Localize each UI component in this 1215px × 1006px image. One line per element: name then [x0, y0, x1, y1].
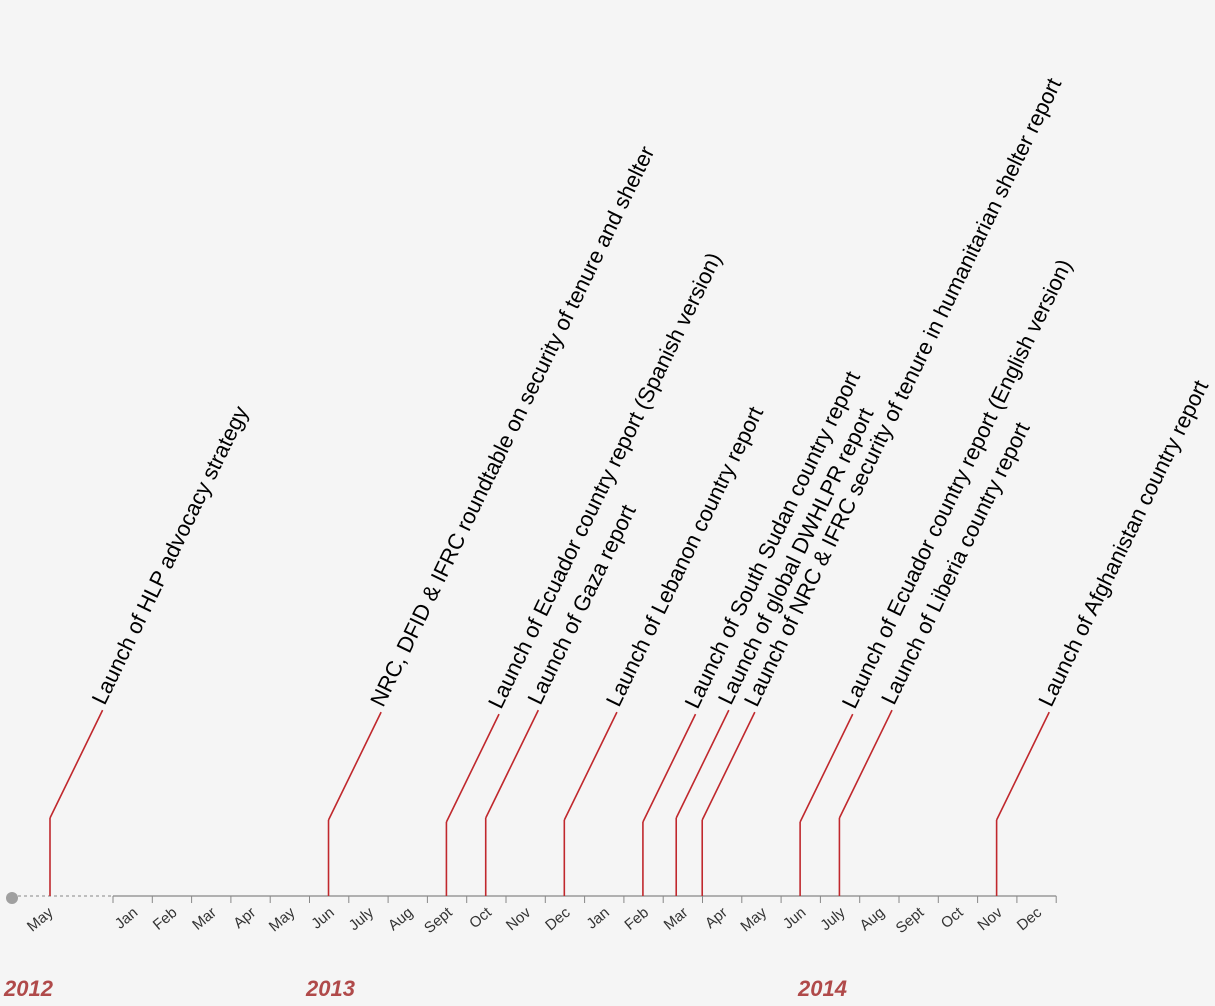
month-label: July [346, 904, 378, 934]
event-connector [563, 711, 618, 821]
event-label: Launch of Afghanistan country report [1033, 376, 1213, 710]
month-label: Apr [702, 904, 731, 932]
month-label: Jan [583, 904, 612, 933]
event-connector [484, 709, 540, 819]
month-label: May [24, 904, 57, 936]
event-connector [838, 709, 893, 819]
month-label: Apr [230, 904, 259, 932]
month-label: Jun [780, 904, 809, 933]
events-layer: Launch of HLP advocacy strategy NRC, DFID… [49, 74, 1213, 896]
month-label: May [266, 904, 299, 936]
month-label: Jan [112, 904, 141, 933]
year-label-2014: 2014 [797, 976, 847, 1001]
month-label: Sept [421, 904, 456, 937]
event-label: Launch of Ecuador country report (Spanis… [483, 249, 726, 713]
month-label: Oct [466, 904, 495, 933]
month-label: Oct [938, 904, 967, 933]
event-connector [701, 711, 756, 821]
event-connector [995, 711, 1050, 821]
event-label: NRC, DFID & IFRC roundtable on security … [365, 142, 659, 710]
month-ticks: May Jan Feb Mar Apr May Jun July Aug Sept Oct Nov De… [24, 896, 1057, 937]
year-label-2012: 2012 [3, 976, 54, 1001]
month-label: Nov [503, 904, 535, 934]
event-label: Launch of HLP advocacy strategy [87, 402, 254, 708]
month-label: Mar [189, 904, 220, 934]
month-label: Aug [857, 904, 888, 934]
event-connector [327, 711, 382, 821]
month-label: Nov [974, 904, 1006, 934]
month-label: July [817, 904, 849, 934]
event-connector [642, 713, 697, 823]
timeline-start-marker [6, 892, 18, 904]
year-label-2013: 2013 [305, 976, 355, 1001]
month-label: Feb [621, 904, 652, 934]
month-label: Aug [385, 904, 416, 934]
event-connector [445, 713, 500, 823]
month-label: Feb [150, 904, 181, 934]
month-label: Dec [542, 904, 574, 934]
event-connector [49, 709, 104, 819]
month-label: Sept [893, 904, 928, 937]
event-connector [675, 709, 730, 819]
event-connector [799, 713, 854, 823]
month-label: May [737, 904, 770, 936]
event-label: Launch of Ecuador country report (Englis… [837, 255, 1077, 712]
month-label: Mar [661, 904, 692, 934]
month-label: Dec [1014, 904, 1046, 934]
year-labels: 2012 2013 2014 [3, 976, 847, 1001]
month-label: Jun [308, 904, 337, 933]
